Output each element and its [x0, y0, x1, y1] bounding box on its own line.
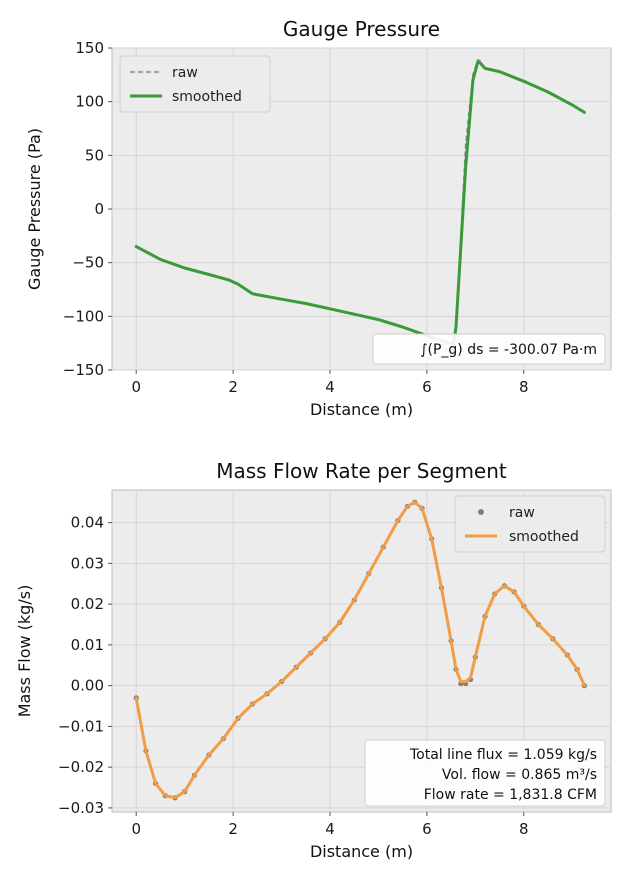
- y-tick-label: −150: [63, 361, 104, 379]
- mass-flow-chart: 0 2 4 6 8 −0.03 −0.02 −0.01 0.00 0.01 0.02 0.03 0.04…: [15, 459, 612, 861]
- legend-label-smoothed: smoothed: [172, 89, 242, 105]
- y-tick-label: −50: [72, 254, 104, 272]
- legend-swatch-raw: [478, 509, 484, 515]
- flux-annotation-line: Flow rate = 1,831.8 CFM: [424, 787, 597, 803]
- legend-box: [454, 495, 606, 553]
- legend-box: [119, 55, 271, 113]
- y-tick-label: 0.03: [71, 554, 104, 572]
- flux-annotation-line: Total line flux = 1.059 kg/s: [409, 747, 597, 763]
- y-tick-label: 0.01: [71, 636, 104, 654]
- y-tick-label: 0.00: [71, 677, 104, 695]
- y-tick-label: 0.04: [71, 514, 104, 532]
- y-tick-label: −100: [63, 307, 104, 325]
- x-tick-label: 4: [325, 378, 335, 396]
- y-tick-label: −0.03: [58, 799, 104, 817]
- y-tick-label: 50: [85, 146, 104, 164]
- annotation-box: [372, 333, 606, 365]
- y-tick-label: 0.02: [71, 595, 104, 613]
- chart-title: Mass Flow Rate per Segment: [216, 459, 507, 483]
- x-tick-label: 4: [325, 820, 335, 838]
- y-tick-label: 100: [75, 93, 104, 111]
- flux-annotation-line: Vol. flow = 0.865 m³/s: [442, 767, 597, 783]
- y-tick-label: −0.01: [58, 717, 104, 735]
- x-tick-label: 6: [422, 378, 432, 396]
- y-axis-label: Gauge Pressure (Pa): [25, 128, 44, 290]
- chart-title: Gauge Pressure: [283, 17, 440, 41]
- legend-label-raw: raw: [509, 505, 535, 521]
- legend-label-raw: raw: [172, 65, 198, 81]
- x-tick-label: 8: [519, 820, 529, 838]
- y-tick-label: 150: [75, 39, 104, 57]
- x-tick-label: 2: [228, 378, 238, 396]
- x-tick-label: 0: [131, 820, 141, 838]
- x-axis-label: Distance (m): [310, 400, 413, 419]
- y-tick-label: 0: [94, 200, 104, 218]
- x-tick-label: 6: [422, 820, 432, 838]
- x-tick-label: 8: [519, 378, 529, 396]
- x-tick-label: 0: [131, 378, 141, 396]
- annotation-box: [364, 739, 606, 807]
- gauge-pressure-chart: 0 2 4 6 8 −150 −100 −50 0 50 100 150 Gauge Pressure D…: [25, 17, 612, 419]
- series-line-smoothed: [134, 500, 586, 800]
- legend-label-smoothed: smoothed: [509, 529, 579, 545]
- series-group: [133, 499, 587, 801]
- x-axis-label: Distance (m): [310, 842, 413, 861]
- y-axis-label: Mass Flow (kg/s): [15, 585, 34, 718]
- y-tick-label: −0.02: [58, 758, 104, 776]
- integral-annotation: ∫(P_g) ds = -300.07 Pa·m: [420, 342, 597, 358]
- x-tick-label: 2: [228, 820, 238, 838]
